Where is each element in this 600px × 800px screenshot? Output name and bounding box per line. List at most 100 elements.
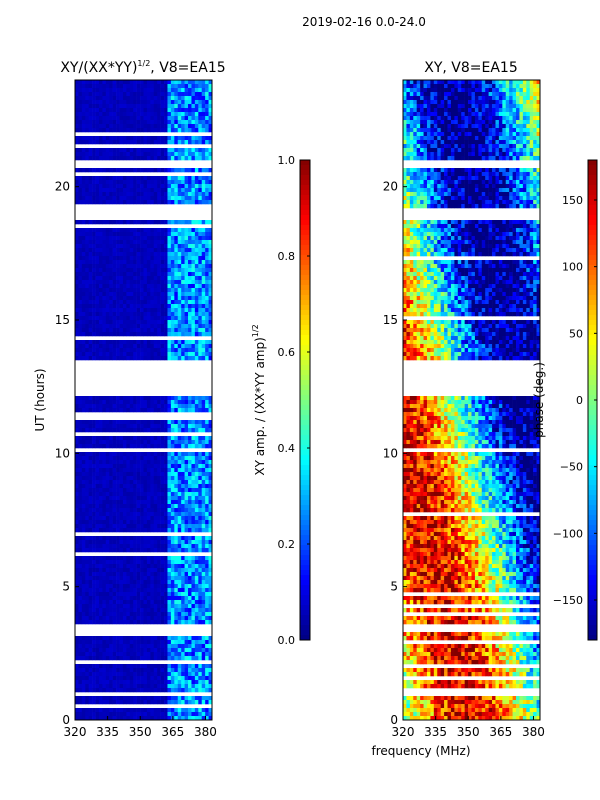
heatmap-cell: [143, 248, 148, 253]
heatmap-cell: [170, 260, 175, 265]
heatmap-cell: [205, 460, 209, 465]
heatmap-cell: [205, 276, 209, 281]
heatmap-cell: [153, 544, 158, 549]
heatmap-cell: [105, 688, 110, 693]
heatmap-cell: [170, 252, 175, 257]
heatmap-cell: [184, 684, 189, 689]
heatmap-cell: [95, 252, 100, 257]
heatmap-cell: [153, 528, 158, 533]
heatmap-cell: [85, 324, 89, 329]
heatmap-cell: [174, 456, 179, 461]
heatmap-cell: [205, 428, 209, 433]
heatmap-cell: [122, 260, 127, 265]
heatmap-cell: [191, 636, 196, 641]
heatmap-cell: [105, 396, 110, 401]
heatmap-cell: [92, 156, 96, 161]
heatmap-cell: [157, 620, 161, 625]
heatmap-cell: [184, 316, 189, 321]
heatmap-cell: [177, 668, 182, 673]
heatmap-cell: [164, 584, 168, 589]
heatmap-cell: [92, 196, 96, 201]
heatmap-cell: [164, 152, 168, 157]
heatmap-cell: [98, 520, 103, 525]
heatmap-cell: [140, 548, 144, 553]
heatmap-cell: [133, 140, 137, 145]
heatmap-cell: [88, 540, 93, 545]
heatmap-cell: [170, 276, 175, 281]
heatmap-cell: [160, 484, 165, 489]
heatmap-cell: [174, 472, 179, 477]
heatmap-cell: [164, 276, 168, 281]
heatmap-cell: [164, 420, 168, 425]
heatmap-cell: [105, 356, 110, 361]
heatmap-cell: [174, 648, 179, 653]
heatmap-cell: [201, 192, 206, 197]
heatmap-cell: [146, 696, 151, 701]
heatmap-cell: [157, 348, 161, 353]
heatmap-cell: [112, 700, 117, 705]
heatmap-cell: [170, 176, 175, 181]
heatmap-cell: [146, 152, 151, 157]
heatmap-cell: [170, 644, 175, 649]
heatmap-cell: [95, 232, 100, 237]
heatmap-cell: [140, 680, 144, 685]
heatmap-cell: [153, 424, 158, 429]
heatmap-cell: [160, 136, 165, 141]
heatmap-cell: [191, 188, 196, 193]
heatmap-cell: [174, 252, 179, 257]
heatmap-cell: [177, 440, 182, 445]
heatmap-cell: [191, 136, 196, 141]
heatmap-cell: [170, 488, 175, 493]
heatmap-cell: [194, 80, 199, 85]
heatmap-cell: [167, 120, 172, 125]
heatmap-cell: [157, 652, 161, 657]
heatmap-cell: [194, 344, 199, 349]
heatmap-cell: [126, 140, 131, 145]
heatmap-cell: [164, 440, 168, 445]
heatmap-cell: [129, 140, 134, 145]
heatmap-cell: [191, 352, 196, 357]
heatmap-cell: [181, 560, 185, 565]
heatmap-cell: [181, 276, 185, 281]
heatmap-cell: [157, 88, 161, 93]
heatmap-cell: [205, 620, 209, 625]
heatmap-cell: [191, 168, 196, 173]
heatmap-cell: [140, 108, 144, 113]
heatmap-cell: [194, 636, 199, 641]
heatmap-cell: [116, 592, 120, 597]
heatmap-cell: [188, 256, 192, 261]
heatmap-cell: [167, 424, 172, 429]
heatmap-cell: [119, 536, 124, 541]
heatmap-cell: [205, 396, 209, 401]
heatmap-cell: [157, 244, 161, 249]
heatmap-cell: [181, 504, 185, 509]
heatmap-cell: [150, 220, 155, 225]
heatmap-cell: [119, 352, 124, 357]
heatmap-cell: [181, 176, 185, 181]
heatmap-cell: [81, 292, 86, 297]
heatmap-cell: [133, 92, 137, 97]
heatmap-cell: [167, 644, 172, 649]
heatmap-cell: [153, 276, 158, 281]
heatmap-cell: [167, 556, 172, 561]
heatmap-cell: [150, 140, 155, 145]
heatmap-cell: [85, 576, 89, 581]
heatmap-cell: [188, 328, 192, 333]
heatmap-cell: [208, 248, 213, 253]
heatmap-cell: [129, 696, 134, 701]
heatmap-cell: [102, 468, 107, 473]
heatmap-cell: [126, 176, 131, 181]
heatmap-cell: [201, 664, 206, 669]
heatmap-cell: [160, 264, 165, 269]
heatmap-cell: [177, 404, 182, 409]
heatmap-cell: [88, 564, 93, 569]
heatmap-cell: [208, 120, 213, 125]
heatmap-cell: [109, 576, 113, 581]
heatmap-cell: [205, 108, 209, 113]
heatmap-cell: [92, 516, 96, 521]
heatmap-cell: [198, 96, 203, 101]
heatmap-cell: [140, 192, 144, 197]
heatmap-cell: [95, 80, 100, 85]
heatmap-cell: [205, 124, 209, 129]
heatmap-cell: [157, 540, 161, 545]
